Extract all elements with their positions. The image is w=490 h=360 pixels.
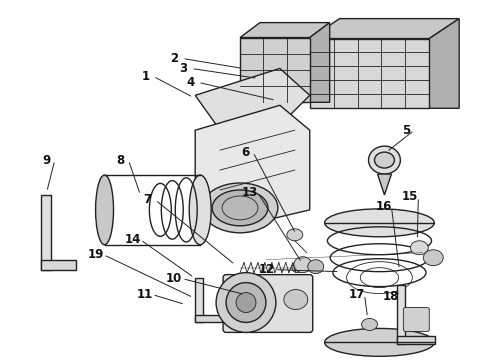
Text: 17: 17 bbox=[348, 288, 365, 301]
Ellipse shape bbox=[236, 293, 256, 312]
Ellipse shape bbox=[189, 175, 211, 245]
Ellipse shape bbox=[216, 273, 276, 332]
Polygon shape bbox=[195, 68, 310, 130]
Polygon shape bbox=[397, 336, 435, 345]
Polygon shape bbox=[377, 174, 392, 195]
Ellipse shape bbox=[374, 152, 394, 168]
Polygon shape bbox=[240, 37, 310, 102]
Ellipse shape bbox=[212, 190, 268, 226]
Ellipse shape bbox=[325, 209, 434, 237]
Text: 2: 2 bbox=[170, 52, 178, 65]
Ellipse shape bbox=[202, 183, 278, 233]
Polygon shape bbox=[195, 278, 203, 323]
Polygon shape bbox=[310, 23, 330, 102]
Polygon shape bbox=[41, 195, 51, 270]
Text: 6: 6 bbox=[241, 145, 249, 159]
Polygon shape bbox=[41, 260, 75, 270]
Text: 11: 11 bbox=[136, 288, 152, 301]
Ellipse shape bbox=[287, 229, 303, 241]
Ellipse shape bbox=[308, 260, 324, 274]
Ellipse shape bbox=[284, 289, 308, 310]
Text: 19: 19 bbox=[87, 248, 104, 261]
Polygon shape bbox=[429, 19, 459, 108]
Ellipse shape bbox=[325, 328, 434, 356]
Text: 14: 14 bbox=[124, 233, 141, 246]
Ellipse shape bbox=[362, 319, 377, 330]
Ellipse shape bbox=[96, 175, 114, 245]
Polygon shape bbox=[310, 19, 459, 39]
Polygon shape bbox=[240, 23, 330, 37]
Text: 10: 10 bbox=[166, 272, 182, 285]
Ellipse shape bbox=[368, 146, 400, 174]
Polygon shape bbox=[310, 39, 429, 108]
Text: 3: 3 bbox=[179, 62, 187, 75]
Text: 8: 8 bbox=[116, 154, 124, 167]
Text: 7: 7 bbox=[143, 193, 151, 206]
FancyBboxPatch shape bbox=[223, 275, 313, 332]
Ellipse shape bbox=[292, 263, 304, 273]
Text: 4: 4 bbox=[186, 76, 195, 89]
Text: 13: 13 bbox=[242, 186, 258, 199]
Polygon shape bbox=[195, 315, 227, 323]
Text: 5: 5 bbox=[402, 124, 411, 137]
Text: 15: 15 bbox=[402, 190, 418, 203]
Text: 16: 16 bbox=[375, 201, 392, 213]
Ellipse shape bbox=[410, 241, 428, 255]
FancyBboxPatch shape bbox=[403, 307, 429, 332]
Polygon shape bbox=[195, 105, 310, 230]
Ellipse shape bbox=[226, 283, 266, 323]
Ellipse shape bbox=[423, 250, 443, 266]
Text: 1: 1 bbox=[141, 70, 149, 83]
Text: 18: 18 bbox=[382, 290, 399, 303]
Ellipse shape bbox=[294, 257, 312, 273]
Text: 9: 9 bbox=[43, 154, 51, 167]
Polygon shape bbox=[397, 285, 405, 345]
Text: 12: 12 bbox=[259, 263, 275, 276]
